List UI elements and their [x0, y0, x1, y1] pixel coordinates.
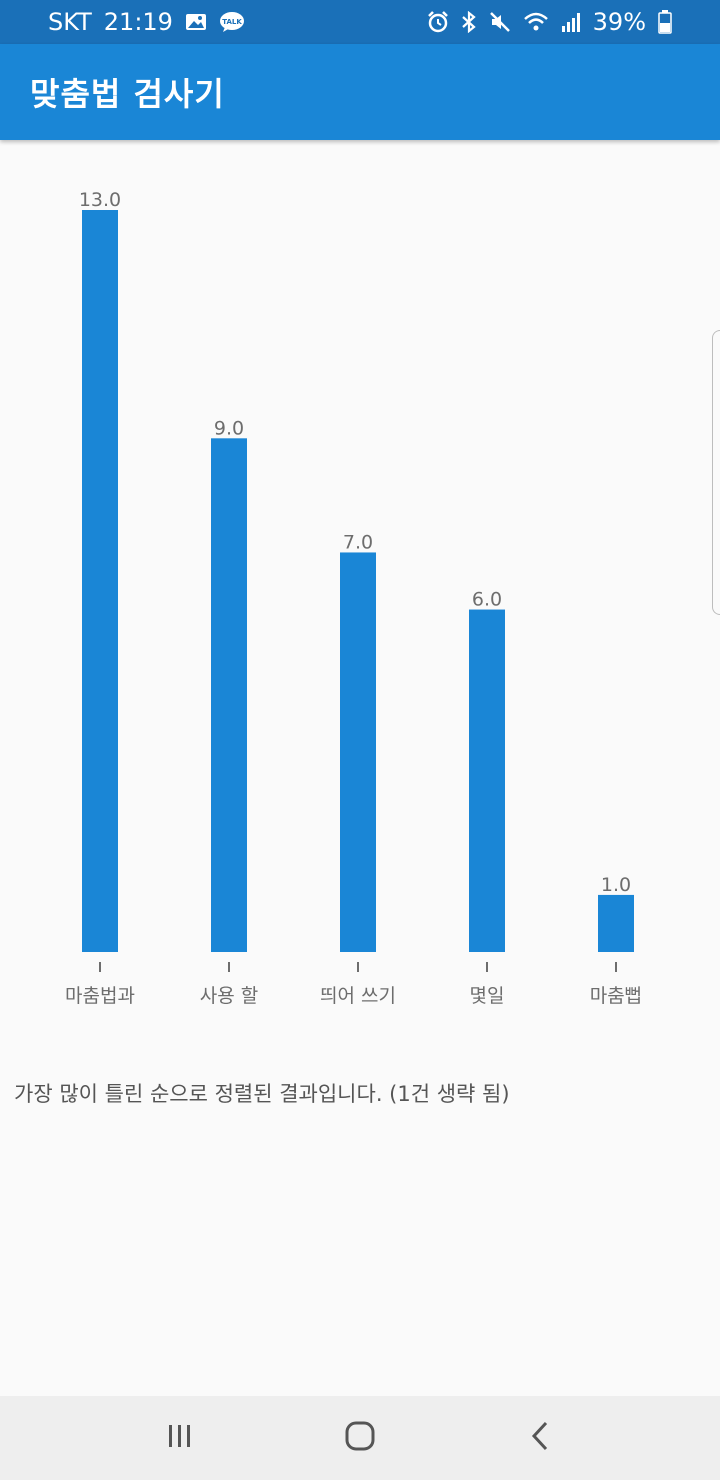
recent-apps-icon	[165, 1422, 195, 1454]
bar-5	[598, 894, 634, 952]
mute-icon	[489, 11, 511, 33]
back-button[interactable]	[510, 1408, 570, 1468]
carrier: SKT	[48, 8, 92, 36]
signal-icon	[561, 11, 581, 33]
bar-2	[211, 438, 247, 952]
wifi-icon	[523, 11, 549, 33]
app-title: 맞춤법 검사기	[30, 75, 225, 113]
app-bar: 맞춤법 검사기	[0, 44, 720, 140]
home-icon	[344, 1420, 376, 1456]
value-label-2: 9.0	[214, 417, 244, 439]
talk-badge: TALK	[222, 18, 242, 26]
clock: 21:19	[103, 8, 173, 36]
category-label-1: 마춤법과	[65, 985, 135, 1007]
bar-chart-svg: 13.0 마춤법과 9.0 사용 할 7.0 띄어 쓰기 6.0 몇일 1.0 마춤뻡	[65, 189, 642, 1007]
gallery-icon	[185, 12, 207, 32]
value-label-3: 7.0	[343, 531, 373, 553]
category-label-3: 띄어 쓰기	[320, 985, 396, 1007]
result-note: 가장 많이 틀린 순으로 정렬된 결과입니다. (1건 생략 됨)	[14, 1082, 510, 1106]
status-left: SKT 21:19 TALK	[48, 8, 245, 36]
bluetooth-icon	[461, 11, 477, 33]
category-label-2: 사용 할	[200, 985, 258, 1007]
navigation-bar	[0, 1396, 720, 1480]
battery-percent: 39%	[592, 8, 646, 36]
bar-4	[469, 609, 505, 952]
battery-icon	[658, 10, 672, 34]
scroll-handle[interactable]	[712, 330, 720, 615]
talk-icon: TALK	[219, 11, 245, 33]
bar-3	[340, 552, 376, 952]
value-label-4: 6.0	[472, 589, 502, 611]
bar-1	[82, 210, 118, 952]
value-label-1: 13.0	[79, 189, 121, 211]
bar-chart: 13.0 마춤법과 9.0 사용 할 7.0 띄어 쓰기 6.0 몇일 1.0 마춤뻡	[0, 140, 720, 1040]
category-label-5: 마춤뻡	[590, 985, 642, 1007]
recent-apps-button[interactable]	[150, 1408, 210, 1468]
home-button[interactable]	[330, 1408, 390, 1468]
alarm-icon	[427, 11, 449, 33]
value-label-5: 1.0	[601, 874, 631, 896]
back-icon	[528, 1420, 552, 1456]
category-label-4: 몇일	[470, 985, 505, 1007]
status-right: 39%	[427, 8, 672, 36]
status-bar: SKT 21:19 TALK 39%	[0, 0, 720, 44]
